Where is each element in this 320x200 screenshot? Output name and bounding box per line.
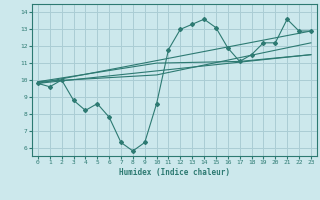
X-axis label: Humidex (Indice chaleur): Humidex (Indice chaleur): [119, 168, 230, 177]
